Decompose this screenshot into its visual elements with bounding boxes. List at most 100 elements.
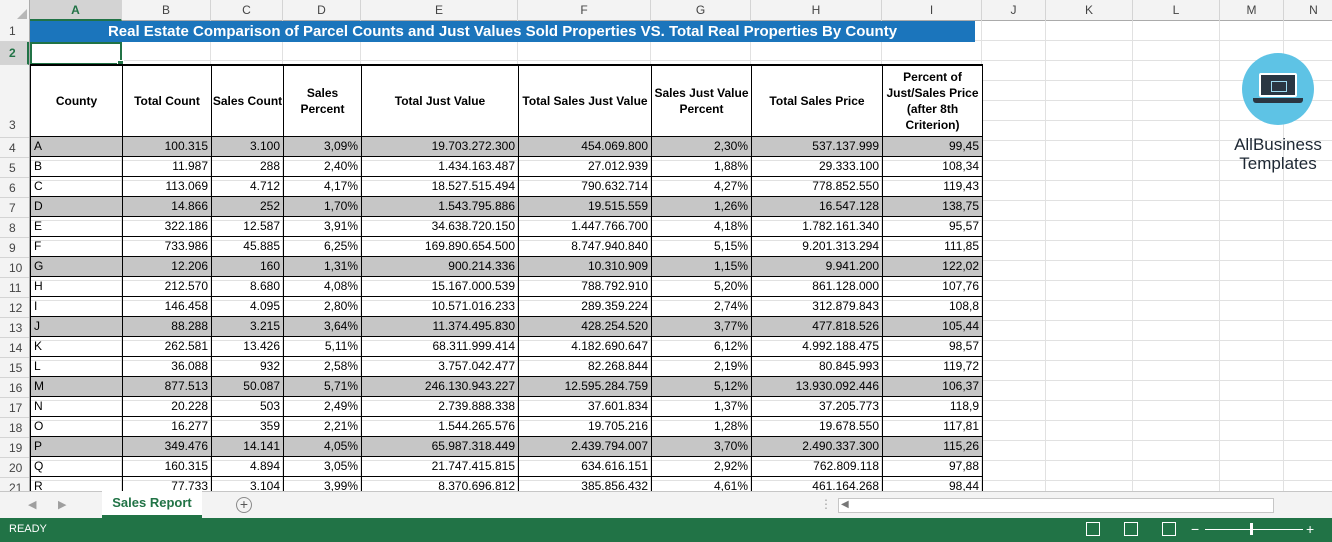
- cell-spct[interactable]: 2,49%: [283, 395, 362, 417]
- row-header-13[interactable]: 13: [0, 318, 29, 338]
- cell-sales[interactable]: 3.104: [211, 475, 284, 491]
- zoom-slider[interactable]: [1205, 529, 1303, 530]
- column-header-n[interactable]: N: [1284, 0, 1332, 21]
- page-break-view-icon[interactable]: [1162, 522, 1176, 536]
- column-header-f[interactable]: F: [518, 0, 651, 21]
- cell-tsjv[interactable]: 37.601.834: [518, 395, 652, 417]
- header-percent-just-sales[interactable]: Percent of Just/Sales Price (after 8th C…: [882, 64, 983, 137]
- cell-spct[interactable]: 4,08%: [283, 275, 362, 297]
- cell-total[interactable]: 160.315: [122, 455, 212, 477]
- cell-spct[interactable]: 4,05%: [283, 435, 362, 457]
- cell-sjvp[interactable]: 2,30%: [651, 135, 752, 157]
- row-header-21[interactable]: 21: [0, 478, 29, 491]
- cell-sales[interactable]: 3.100: [211, 135, 284, 157]
- cell-tjv[interactable]: 1.544.265.576: [361, 415, 519, 437]
- cell-spct[interactable]: 1,31%: [283, 255, 362, 277]
- cell-county[interactable]: M: [30, 375, 123, 397]
- cell-tsjv[interactable]: 289.359.224: [518, 295, 652, 317]
- row-header-11[interactable]: 11: [0, 278, 29, 298]
- cell-sales[interactable]: 252: [211, 195, 284, 217]
- cell-sjvp[interactable]: 3,70%: [651, 435, 752, 457]
- cell-tsp[interactable]: 80.845.993: [751, 355, 883, 377]
- cell-sales[interactable]: 4.712: [211, 175, 284, 197]
- cell-total[interactable]: 212.570: [122, 275, 212, 297]
- cell-tjv[interactable]: 15.167.000.539: [361, 275, 519, 297]
- cell-sjvp[interactable]: 1,37%: [651, 395, 752, 417]
- select-all-corner[interactable]: [0, 0, 30, 21]
- cell-sales[interactable]: 932: [211, 355, 284, 377]
- normal-view-icon[interactable]: [1086, 522, 1100, 536]
- cell-tjv[interactable]: 19.703.272.300: [361, 135, 519, 157]
- row-header-6[interactable]: 6: [0, 178, 29, 198]
- cell-sales[interactable]: 12.587: [211, 215, 284, 237]
- cell-sjvp[interactable]: 4,18%: [651, 215, 752, 237]
- column-header-k[interactable]: K: [1046, 0, 1133, 21]
- cell-sales[interactable]: 4.095: [211, 295, 284, 317]
- cell-sales[interactable]: 503: [211, 395, 284, 417]
- cell-tjv[interactable]: 1.543.795.886: [361, 195, 519, 217]
- cell-total[interactable]: 12.206: [122, 255, 212, 277]
- cell-tsjv[interactable]: 12.595.284.759: [518, 375, 652, 397]
- header-county[interactable]: County: [30, 64, 123, 137]
- cell-pjs[interactable]: 97,88: [882, 455, 983, 477]
- cell-tsp[interactable]: 4.992.188.475: [751, 335, 883, 357]
- cell-pjs[interactable]: 107,76: [882, 275, 983, 297]
- cell-total[interactable]: 77.733: [122, 475, 212, 491]
- row-header-7[interactable]: 7: [0, 198, 29, 218]
- cell-spct[interactable]: 2,80%: [283, 295, 362, 317]
- column-header-d[interactable]: D: [283, 0, 361, 21]
- cell-tjv[interactable]: 8.370.696.812: [361, 475, 519, 491]
- cell-county[interactable]: I: [30, 295, 123, 317]
- cell-sjvp[interactable]: 5,15%: [651, 235, 752, 257]
- column-header-j[interactable]: J: [982, 0, 1046, 21]
- cell-tsp[interactable]: 461.164.268: [751, 475, 883, 491]
- cell-total[interactable]: 100.315: [122, 135, 212, 157]
- cell-spct[interactable]: 1,70%: [283, 195, 362, 217]
- row-header-3[interactable]: 3: [0, 65, 29, 138]
- cell-sales[interactable]: 14.141: [211, 435, 284, 457]
- cell-pjs[interactable]: 119,72: [882, 355, 983, 377]
- column-header-l[interactable]: L: [1133, 0, 1220, 21]
- page-layout-view-icon[interactable]: [1124, 522, 1138, 536]
- row-header-9[interactable]: 9: [0, 238, 29, 258]
- cell-tsp[interactable]: 37.205.773: [751, 395, 883, 417]
- cell-tsjv[interactable]: 19.515.559: [518, 195, 652, 217]
- cell-sjvp[interactable]: 2,74%: [651, 295, 752, 317]
- cell-pjs[interactable]: 117,81: [882, 415, 983, 437]
- cell-pjs[interactable]: 108,8: [882, 295, 983, 317]
- cell-sales[interactable]: 288: [211, 155, 284, 177]
- row-header-5[interactable]: 5: [0, 158, 29, 178]
- cell-tjv[interactable]: 10.571.016.233: [361, 295, 519, 317]
- row-header-10[interactable]: 10: [0, 258, 29, 278]
- row-header-20[interactable]: 20: [0, 458, 29, 478]
- cell-county[interactable]: O: [30, 415, 123, 437]
- cell-tsjv[interactable]: 454.069.800: [518, 135, 652, 157]
- cell-spct[interactable]: 3,05%: [283, 455, 362, 477]
- cell-county[interactable]: K: [30, 335, 123, 357]
- cell-spct[interactable]: 2,58%: [283, 355, 362, 377]
- cell-tsjv[interactable]: 2.439.794.007: [518, 435, 652, 457]
- column-header-b[interactable]: B: [122, 0, 211, 21]
- cell-sjvp[interactable]: 1,26%: [651, 195, 752, 217]
- cell-tsjv[interactable]: 790.632.714: [518, 175, 652, 197]
- cell-spct[interactable]: 4,17%: [283, 175, 362, 197]
- column-header-i[interactable]: I: [882, 0, 982, 21]
- cell-tsp[interactable]: 13.930.092.446: [751, 375, 883, 397]
- cell-tsp[interactable]: 29.333.100: [751, 155, 883, 177]
- cell-total[interactable]: 146.458: [122, 295, 212, 317]
- cell-tjv[interactable]: 169.890.654.500: [361, 235, 519, 257]
- cell-pjs[interactable]: 106,37: [882, 375, 983, 397]
- cell-sales[interactable]: 4.894: [211, 455, 284, 477]
- cell-total[interactable]: 113.069: [122, 175, 212, 197]
- cell-spct[interactable]: 5,71%: [283, 375, 362, 397]
- cell-tsp[interactable]: 762.809.118: [751, 455, 883, 477]
- cell-pjs[interactable]: 98,57: [882, 335, 983, 357]
- cell-sales[interactable]: 359: [211, 415, 284, 437]
- next-sheet-icon[interactable]: ▶: [58, 499, 67, 511]
- cell-tsjv[interactable]: 8.747.940.840: [518, 235, 652, 257]
- cell-county[interactable]: N: [30, 395, 123, 417]
- cell-sales[interactable]: 160: [211, 255, 284, 277]
- cell-pjs[interactable]: 99,45: [882, 135, 983, 157]
- cell-tsp[interactable]: 9.201.313.294: [751, 235, 883, 257]
- cell-tsp[interactable]: 16.547.128: [751, 195, 883, 217]
